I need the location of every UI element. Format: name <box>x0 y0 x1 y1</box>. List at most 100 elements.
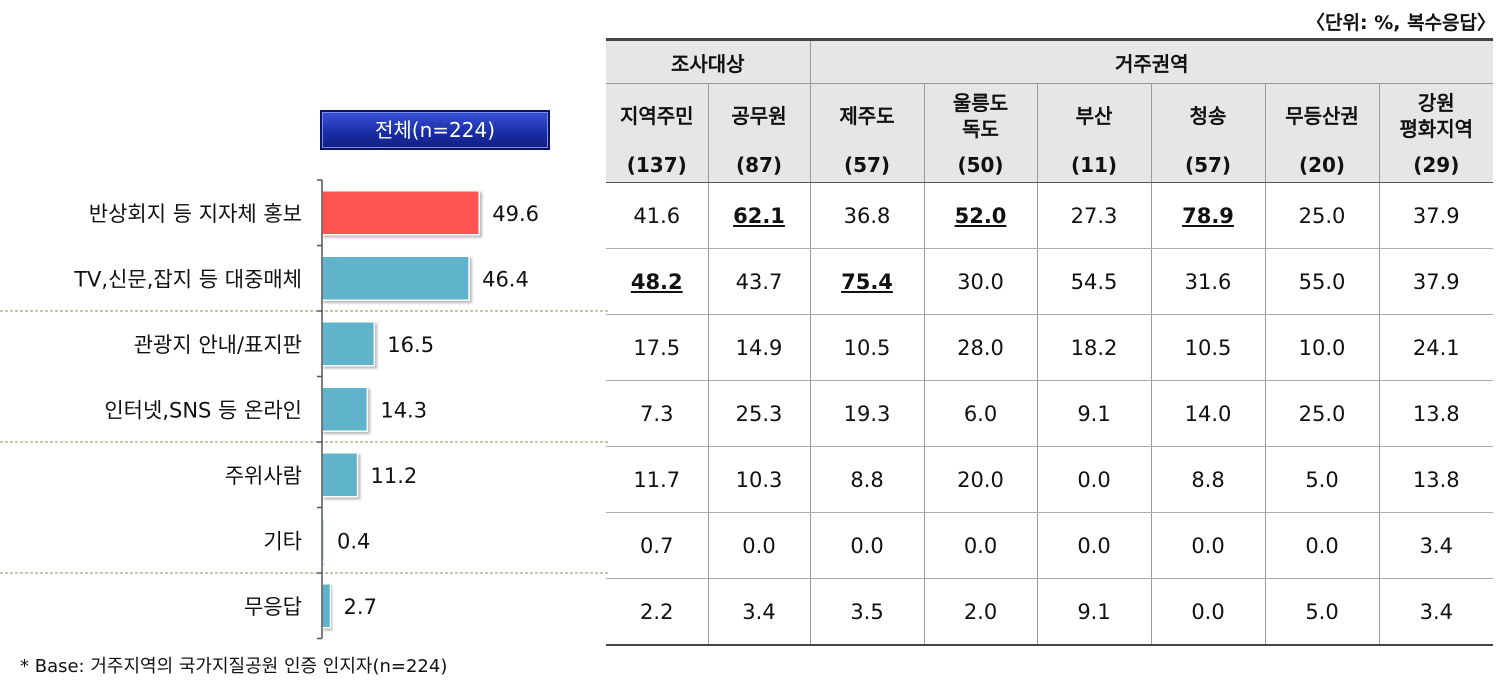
table-cell: 14.9 <box>707 314 811 381</box>
table-row: 0.7 0.0 0.0 0.0 0.0 0.0 0.0 3.4 <box>606 512 1494 579</box>
cell-value: 0.0 <box>850 533 884 558</box>
table-cell: 13.8 <box>1378 380 1494 447</box>
table-row: 48.2 43.7 75.4 30.0 54.5 31.6 55.0 37.9 <box>606 248 1494 315</box>
table-cell: 3.4 <box>707 578 811 646</box>
cell-value: 3.4 <box>1419 533 1453 558</box>
cell-value: 6.0 <box>963 401 998 426</box>
table-cell: 20.0 <box>923 446 1038 513</box>
cell-value: 0.0 <box>1191 599 1225 624</box>
cell-value: 25.3 <box>735 401 783 426</box>
table-cell: 37.9 <box>1378 182 1494 249</box>
cell-value: 41.6 <box>633 203 681 228</box>
highlighted-value: 75.4 <box>841 269 893 294</box>
table-cell: 0.0 <box>1036 512 1152 579</box>
category-label: 반상회지 등 지자체 홍보 <box>89 202 302 226</box>
table-cell: 17.5 <box>606 314 709 381</box>
table-cell: 7.3 <box>606 380 709 447</box>
cell-value: 13.8 <box>1412 401 1460 426</box>
table-cell: 52.0 <box>923 182 1038 249</box>
table-cell: 0.0 <box>1150 512 1266 579</box>
table-cell: 5.0 <box>1264 446 1380 513</box>
table-cell: 10.5 <box>1150 314 1266 381</box>
cell-value: 54.5 <box>1070 269 1118 294</box>
table-cell: 25.0 <box>1264 380 1380 447</box>
table-row: 2.2 3.4 3.5 2.0 9.1 0.0 5.0 3.4 <box>606 578 1494 646</box>
sample-size: (29) <box>1378 148 1494 183</box>
group-header-row: 조사대상 거주권역 <box>606 38 1494 84</box>
table-cell: 75.4 <box>809 248 925 315</box>
cell-value: 0.0 <box>1077 467 1111 492</box>
cell-value: 25.0 <box>1298 203 1346 228</box>
table-cell: 14.0 <box>1150 380 1266 447</box>
table-cell: 36.8 <box>809 182 925 249</box>
table-cell: 11.7 <box>606 446 709 513</box>
table-cell: 13.8 <box>1378 446 1494 513</box>
column-header: 청송 <box>1150 83 1266 148</box>
cell-value: 55.0 <box>1298 269 1346 294</box>
table-cell: 0.0 <box>923 512 1038 579</box>
cell-value: 37.9 <box>1412 269 1460 294</box>
table-cell: 0.0 <box>1264 512 1380 579</box>
cell-value: 28.0 <box>957 335 1004 360</box>
cell-value: 0.0 <box>742 533 776 558</box>
data-label: 14.3 <box>380 398 427 422</box>
column-header: 지역주민 <box>606 83 709 148</box>
column-header: 강원 평화지역 <box>1378 83 1494 148</box>
category-label: 기타 <box>263 529 302 553</box>
highlighted-value: 48.2 <box>630 269 683 294</box>
cell-value: 0.0 <box>1077 533 1111 558</box>
table-cell: 10.3 <box>707 446 811 513</box>
table-row: 7.3 25.3 19.3 6.0 9.1 14.0 25.0 13.8 <box>606 380 1494 447</box>
data-label: 11.2 <box>371 464 418 488</box>
cell-value: 8.8 <box>1191 467 1225 492</box>
unit-note: 〈단위: %, 복수응답〉 <box>1306 12 1496 34</box>
column-header-row: 지역주민 공무원 제주도 울릉도 독도 부산 청송 무등산권 강원 평화지역 <box>606 83 1494 148</box>
cell-value: 5.0 <box>1305 599 1339 624</box>
cell-value: 3.5 <box>850 599 884 624</box>
cell-value: 3.4 <box>1419 599 1453 624</box>
table-cell: 3.4 <box>1378 578 1494 646</box>
cell-value: 36.8 <box>843 203 891 228</box>
sample-size: (87) <box>707 148 811 183</box>
cell-value: 0.0 <box>1191 533 1225 558</box>
bar <box>321 255 470 301</box>
table-cell: 0.0 <box>1036 446 1152 513</box>
table-cell: 25.3 <box>707 380 811 447</box>
table-cell: 62.1 <box>707 182 811 249</box>
bar-chart: 반상회지 등 지자체 홍보 49.6 TV,신문,잡지 등 대중매체 46.4 관광지 … <box>0 179 610 640</box>
cell-value: 11.7 <box>633 467 681 492</box>
cell-value: 8.8 <box>850 467 884 492</box>
column-header: 공무원 <box>707 83 811 148</box>
cell-value: 0.0 <box>1305 533 1339 558</box>
table-cell: 24.1 <box>1378 314 1494 381</box>
category-label: 인터넷,SNS 등 온라인 <box>104 398 302 422</box>
column-header: 부산 <box>1036 83 1152 148</box>
column-header: 울릉도 독도 <box>923 83 1038 148</box>
table-cell: 19.3 <box>809 380 925 447</box>
category-label: 무응답 <box>244 595 302 619</box>
table-cell: 5.0 <box>1264 578 1380 646</box>
category-label: 주위사람 <box>225 464 302 488</box>
table-row: 17.5 14.9 10.5 28.0 18.2 10.5 10.0 24.1 <box>606 314 1494 381</box>
table-cell: 30.0 <box>923 248 1038 315</box>
table-cell: 37.9 <box>1378 248 1494 315</box>
table-cell: 41.6 <box>606 182 709 249</box>
cell-value: 9.1 <box>1077 401 1111 426</box>
cell-value: 20.0 <box>957 467 1004 492</box>
highlighted-value: 62.1 <box>733 203 785 228</box>
cell-value: 31.6 <box>1184 269 1232 294</box>
cell-value: 0.0 <box>963 533 998 558</box>
sample-size: (57) <box>809 148 925 183</box>
table-cell: 48.2 <box>606 248 709 315</box>
bar <box>321 321 376 367</box>
table-cell: 0.0 <box>809 512 925 579</box>
highlighted-value: 52.0 <box>954 203 1007 228</box>
table-row: 11.7 10.3 8.8 20.0 0.0 8.8 5.0 13.8 <box>606 446 1494 513</box>
sample-size: (137) <box>606 148 709 183</box>
bar <box>321 386 369 432</box>
category-label: 관광지 안내/표지판 <box>134 333 302 357</box>
cell-value: 14.9 <box>735 335 783 360</box>
table-cell: 25.0 <box>1264 182 1380 249</box>
cell-value: 7.3 <box>640 401 674 426</box>
cell-value: 5.0 <box>1305 467 1339 492</box>
